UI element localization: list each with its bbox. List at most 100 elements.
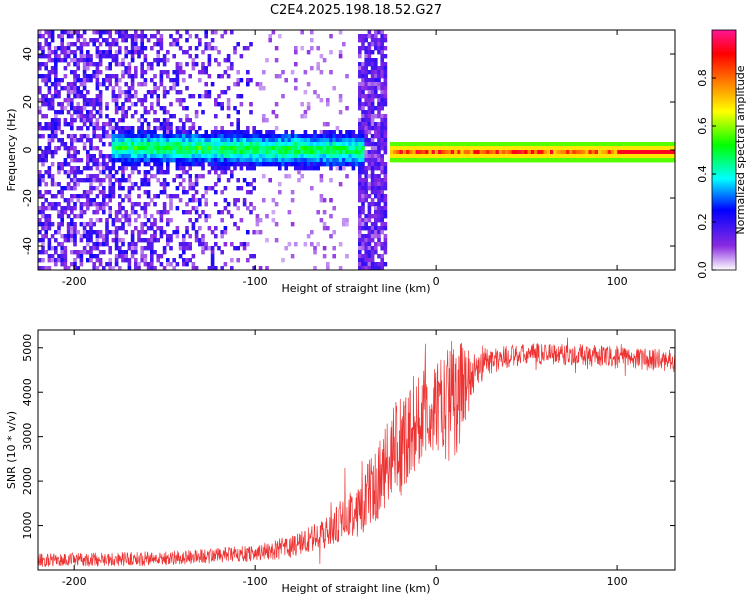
heatmap-cell <box>114 74 119 79</box>
heatmap-cell <box>361 66 365 71</box>
heatmap-cell <box>630 146 634 151</box>
heatmap-cell <box>73 234 77 239</box>
heatmap-cell <box>92 246 96 251</box>
heatmap-cell <box>38 218 42 223</box>
heatmap-cell <box>118 254 122 259</box>
heatmap-cell <box>258 162 263 167</box>
heatmap-cell <box>150 262 154 267</box>
heatmap-cell <box>326 98 330 103</box>
heatmap-cell <box>310 134 314 139</box>
heatmap-cell <box>86 250 90 255</box>
heatmap-cell <box>73 178 77 183</box>
heatmap-cell <box>41 150 45 155</box>
heatmap-cell <box>95 122 100 127</box>
heatmap-cell <box>335 162 340 167</box>
heatmap-cell <box>98 34 103 39</box>
heatmap-cell <box>476 158 480 163</box>
heatmap-cell <box>354 142 359 147</box>
heatmap-cell <box>428 150 432 155</box>
heatmap-cell <box>175 38 180 43</box>
heatmap-cell <box>172 82 176 87</box>
heatmap-cell <box>111 86 116 91</box>
heatmap-cell <box>66 62 71 67</box>
heatmap-cell <box>249 142 253 147</box>
heatmap-cell <box>50 106 55 111</box>
heatmap-cell <box>102 126 106 131</box>
heatmap-cell <box>633 146 637 151</box>
heatmap-cell <box>588 158 592 163</box>
heatmap-cell <box>153 150 157 155</box>
heatmap-cell <box>434 142 439 147</box>
heatmap-cell <box>137 154 141 159</box>
heatmap-cell <box>207 226 212 231</box>
heatmap-cell <box>591 142 596 147</box>
heatmap-cell <box>130 254 135 259</box>
heatmap-cell <box>326 134 330 139</box>
heatmap-cell <box>38 62 42 67</box>
heatmap-cell <box>345 154 349 159</box>
heatmap-cell <box>108 170 112 175</box>
heatmap-cell <box>102 178 106 183</box>
heatmap-cell <box>191 134 196 139</box>
heatmap-cell <box>159 138 164 143</box>
heatmap-cell <box>383 130 388 135</box>
heatmap-cell <box>313 166 317 171</box>
heatmap-cell <box>156 254 160 259</box>
heatmap-cell <box>556 142 560 147</box>
heatmap-cell <box>44 82 48 87</box>
heatmap-cell <box>47 246 52 251</box>
heatmap-cell <box>556 158 560 163</box>
heatmap-cell <box>518 146 522 151</box>
heatmap-cell <box>175 154 180 159</box>
heatmap-cell <box>182 98 186 103</box>
heatmap-cell <box>108 198 112 203</box>
heatmap-cell <box>335 138 340 143</box>
heatmap-cell <box>326 150 330 155</box>
heatmap-cell <box>86 78 90 83</box>
heatmap-cell <box>322 210 327 215</box>
heatmap-cell <box>412 158 416 163</box>
heatmap-cell <box>377 70 381 75</box>
heatmap-cell <box>188 242 192 247</box>
heatmap-cell <box>367 82 372 87</box>
heatmap-cell <box>358 90 362 95</box>
heatmap-cell <box>284 174 288 179</box>
heatmap-cell <box>239 218 244 223</box>
heatmap-cell <box>185 190 189 195</box>
heatmap-cell <box>121 106 125 111</box>
heatmap-cell <box>367 242 372 247</box>
heatmap-cell <box>623 150 628 155</box>
heatmap-cell <box>255 158 260 163</box>
heatmap-cell <box>358 126 362 131</box>
x-tick-label: 0 <box>433 275 440 288</box>
heatmap-cell <box>233 50 237 55</box>
heatmap-cell <box>374 42 378 47</box>
heatmap-cell <box>370 86 375 91</box>
heatmap-cell <box>150 214 154 219</box>
heatmap-cell <box>210 130 215 135</box>
heatmap-cell <box>252 138 256 143</box>
heatmap-cell <box>306 150 311 155</box>
heatmap-cell <box>140 62 144 67</box>
heatmap-cell <box>70 170 74 175</box>
heatmap-cell <box>38 174 42 179</box>
heatmap-cell <box>143 246 148 251</box>
heatmap-cell <box>41 162 45 167</box>
heatmap-cell <box>82 30 87 35</box>
heatmap-cell <box>92 126 96 131</box>
heatmap-cell <box>47 58 52 63</box>
heatmap-cell <box>54 146 58 151</box>
heatmap-cell <box>108 190 112 195</box>
heatmap-cell <box>54 46 58 51</box>
heatmap-cell <box>364 142 368 147</box>
heatmap-cell <box>281 138 285 143</box>
heatmap-cell <box>178 154 183 159</box>
heatmap-cell <box>130 86 135 91</box>
heatmap-cell <box>380 30 384 35</box>
heatmap-cell <box>223 166 228 171</box>
heatmap-cell <box>575 142 580 147</box>
heatmap-cell <box>383 242 388 247</box>
heatmap-cell <box>38 230 42 235</box>
heatmap-cell <box>146 226 151 231</box>
heatmap-cell <box>76 230 80 235</box>
